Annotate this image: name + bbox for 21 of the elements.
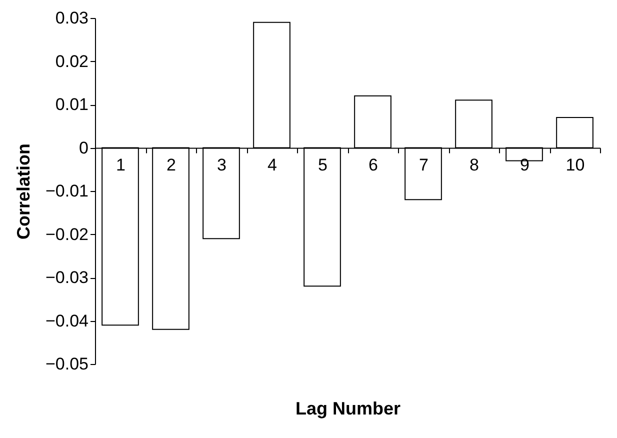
y-tick-label: 0 <box>79 138 88 158</box>
y-tick-label: −0.05 <box>45 354 88 374</box>
x-tick-label: 8 <box>470 155 479 174</box>
x-tick-label: 7 <box>419 155 428 174</box>
x-tick-label: 6 <box>368 155 378 174</box>
y-tick-label: −0.03 <box>45 268 88 287</box>
y-tick-label: −0.04 <box>45 311 88 330</box>
x-tick-label: 3 <box>217 155 226 174</box>
x-tick-label: 1 <box>116 155 126 174</box>
y-tick-label: −0.01 <box>45 182 88 200</box>
x-tick-label: 9 <box>520 155 530 174</box>
x-tick-label: 10 <box>566 155 585 174</box>
y-tick-label: 0.01 <box>55 95 88 114</box>
y-tick-label: 0.03 <box>55 8 88 28</box>
x-axis-title: Lag Number <box>295 398 401 418</box>
y-tick-label: 0.02 <box>55 52 88 71</box>
x-tick-label: 2 <box>166 155 176 174</box>
x-tick-label: 5 <box>318 155 328 174</box>
y-axis-title: Correlation <box>13 143 34 240</box>
x-tick-label: 4 <box>268 155 277 174</box>
y-tick-label: −0.02 <box>45 224 88 244</box>
